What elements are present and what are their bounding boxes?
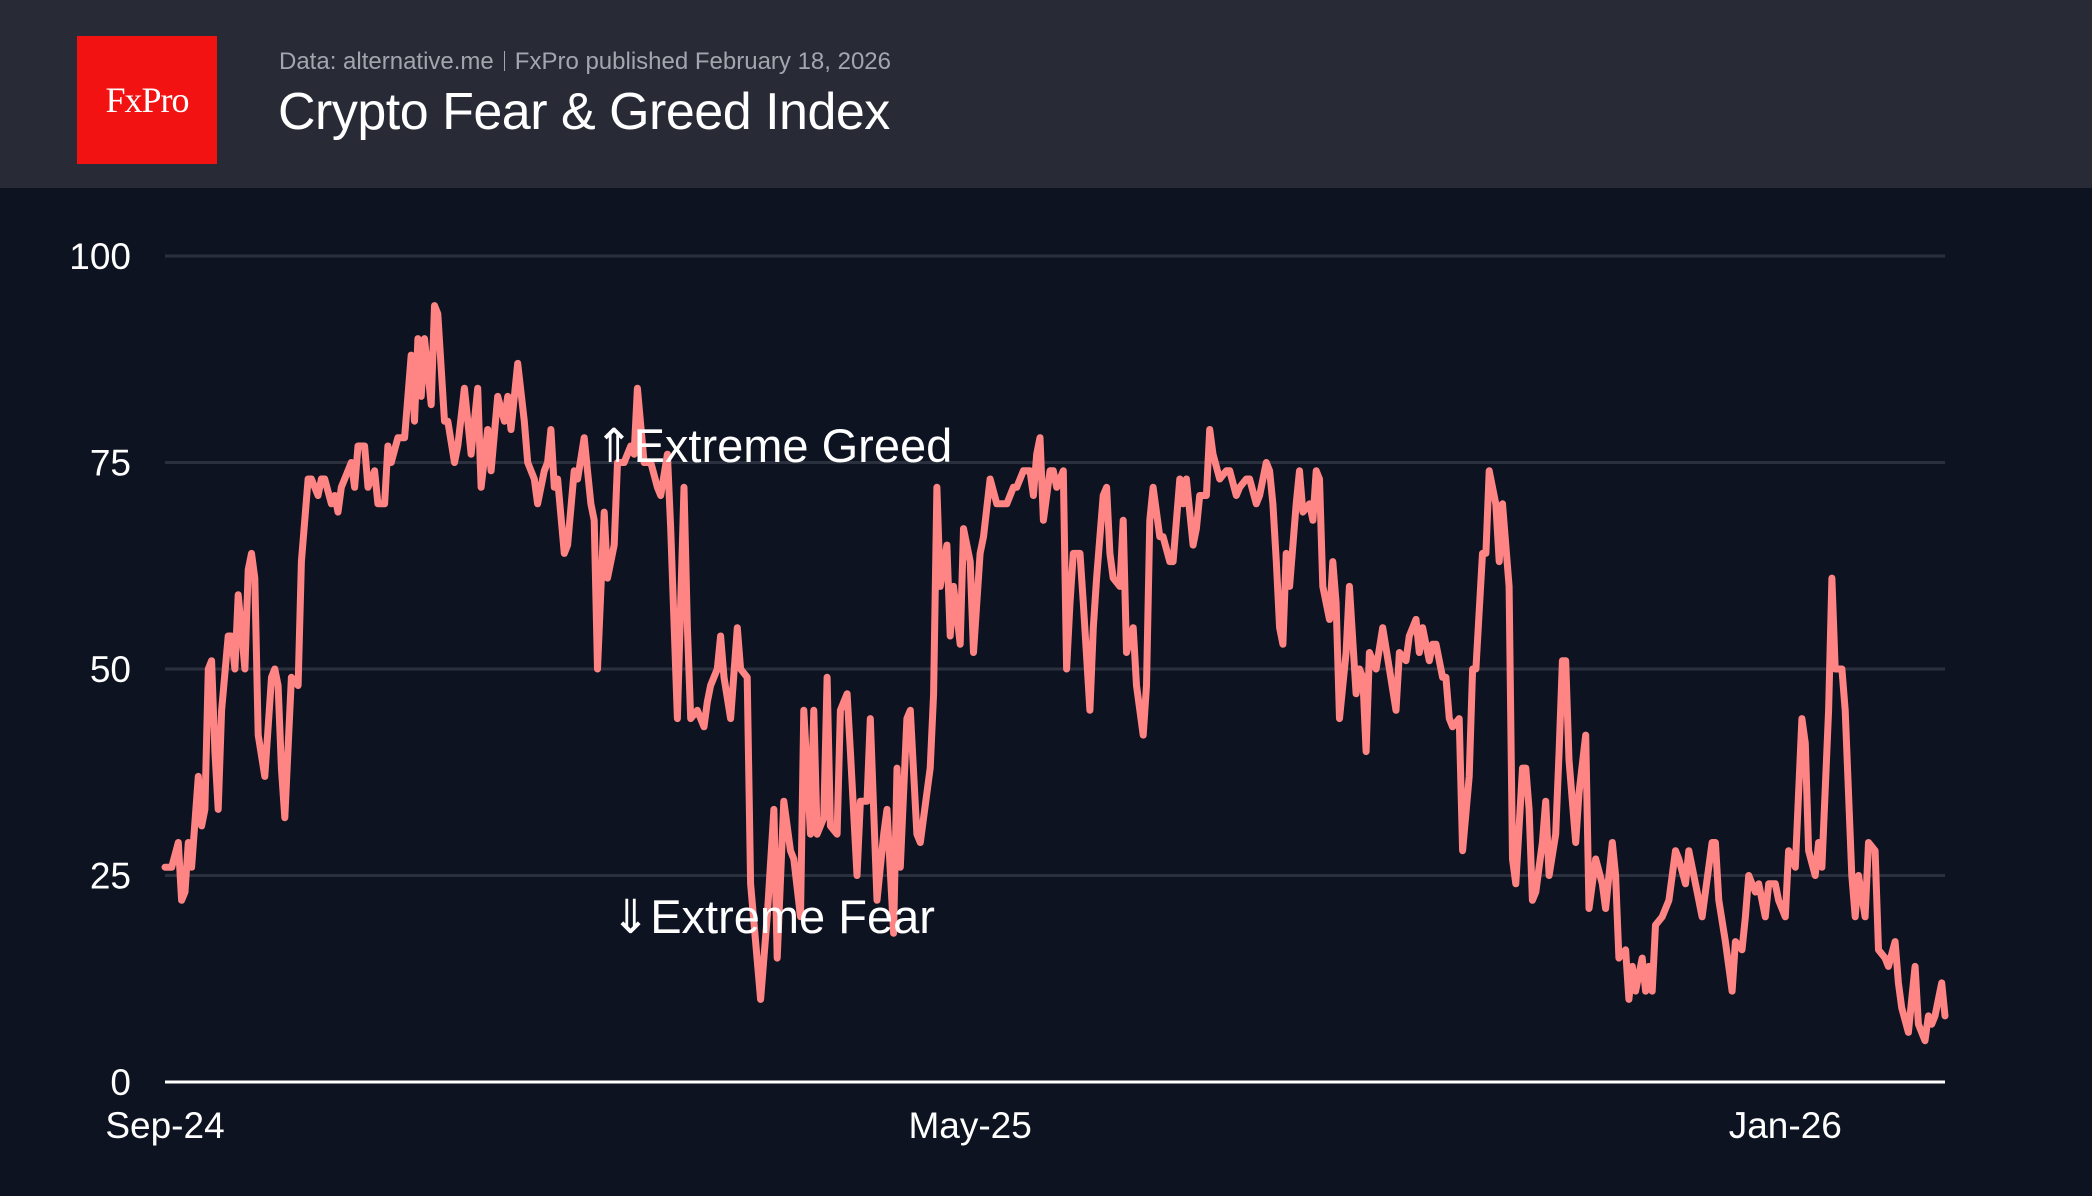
y-tick-label: 0 xyxy=(110,1062,131,1103)
x-tick-label: May-25 xyxy=(908,1105,1031,1146)
y-tick-label: 75 xyxy=(90,443,131,484)
separator xyxy=(503,51,505,71)
x-tick-label: Sep-24 xyxy=(105,1105,224,1146)
published-date: FxPro published February 18, 2026 xyxy=(514,48,891,75)
extreme-fear-annotation: ⇓Extreme Fear xyxy=(611,890,935,943)
y-tick-label: 25 xyxy=(90,856,131,897)
extreme-greed-annotation: ⇑Extreme Greed xyxy=(594,419,952,472)
y-tick-label: 100 xyxy=(69,236,131,277)
logo-text: FxPro xyxy=(105,80,189,120)
y-tick-label: 50 xyxy=(90,649,131,690)
index-line xyxy=(161,302,1949,1045)
x-tick-label: Jan-26 xyxy=(1729,1105,1842,1146)
chart-subtitle: Data: alternative.me FxPro published Febr… xyxy=(279,48,891,76)
header: FxPro Data: alternative.me FxPro publishe… xyxy=(0,0,2092,188)
chart-title: Crypto Fear & Greed Index xyxy=(278,83,890,141)
data-source: Data: alternative.me xyxy=(279,48,494,75)
fxpro-logo: FxPro xyxy=(77,36,217,164)
